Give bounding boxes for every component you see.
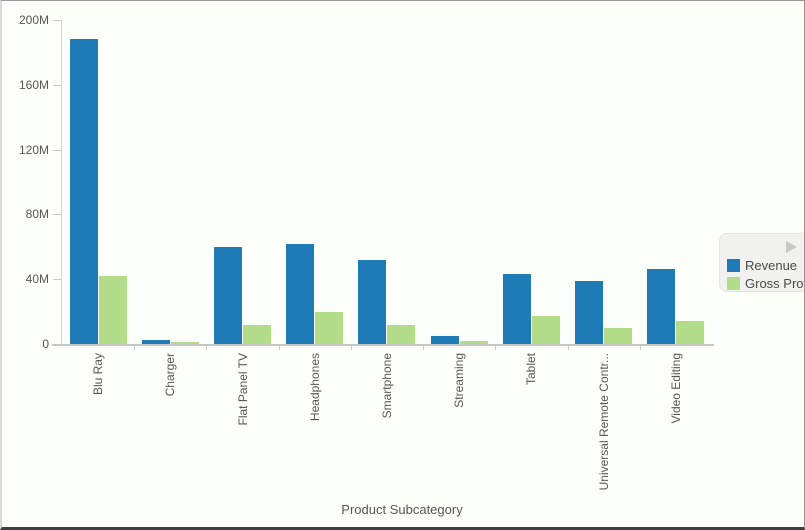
x-axis-tick — [495, 346, 497, 350]
gross-profit-bar[interactable] — [243, 324, 272, 344]
x-axis-label-cell: Universal Remote Contr... — [568, 353, 640, 499]
legend-item-label: Revenue — [745, 258, 798, 273]
x-axis-label: Headphones — [307, 353, 322, 422]
x-axis-label-cell: Blu Ray — [62, 353, 134, 499]
x-axis-label: Universal Remote Contr... — [596, 353, 611, 491]
x-axis-tick — [423, 346, 425, 350]
x-axis-tick — [134, 346, 136, 350]
x-axis-label: Smartphone — [379, 353, 394, 419]
x-axis-label-cell: Flat Panel TV — [206, 353, 278, 499]
legend-swatch — [727, 277, 740, 290]
bar-group — [568, 20, 640, 344]
legend-swatch — [727, 259, 740, 272]
gross-profit-bar[interactable] — [604, 327, 633, 344]
y-axis-tick — [53, 214, 62, 216]
y-axis-label: 40M — [25, 272, 49, 287]
x-axis-tick — [567, 346, 569, 350]
x-axis-label-cell: Smartphone — [351, 353, 423, 499]
revenue-bar[interactable] — [358, 259, 387, 344]
revenue-bar[interactable] — [502, 273, 531, 344]
bar-group — [279, 20, 351, 344]
legend-item-revenue[interactable]: Revenue — [727, 258, 797, 273]
y-axis-label: 80M — [25, 207, 49, 222]
x-axis-label: Blu Ray — [91, 353, 106, 396]
gross-profit-bar[interactable] — [387, 324, 416, 344]
plot-area — [62, 20, 712, 344]
x-axis-label: Video Editing — [668, 353, 683, 424]
revenue-bar[interactable] — [214, 246, 243, 344]
bar-group — [206, 20, 278, 344]
revenue-bar[interactable] — [430, 335, 459, 344]
x-axis-label: Charger — [163, 353, 178, 397]
x-axis-tick — [206, 346, 208, 350]
x-axis-label-cell: Tablet — [495, 353, 567, 499]
gross-profit-bar[interactable] — [170, 342, 199, 344]
gross-profit-bar[interactable] — [459, 340, 488, 344]
bar-group — [62, 20, 134, 344]
x-axis-line — [52, 344, 714, 346]
gross-profit-bar[interactable] — [315, 311, 344, 344]
x-axis-tick — [278, 346, 280, 350]
bar-group — [423, 20, 495, 344]
x-axis-label: Flat Panel TV — [235, 353, 250, 426]
revenue-bar[interactable] — [286, 244, 315, 344]
bar-group — [134, 20, 206, 344]
gross-profit-bar[interactable] — [531, 315, 560, 344]
revenue-bar[interactable] — [69, 39, 98, 344]
y-axis-tick — [53, 149, 62, 151]
x-axis-title: Product Subcategory — [341, 502, 463, 517]
bar-group — [495, 20, 567, 344]
bar-group — [640, 20, 712, 344]
x-axis-label: Tablet — [524, 353, 539, 386]
legend-item-label: Gross Profit — [745, 276, 804, 291]
y-axis-tick — [53, 279, 62, 281]
x-axis-label: Streaming — [452, 353, 467, 408]
revenue-bar[interactable] — [575, 280, 604, 344]
x-axis-label-cell: Video Editing — [640, 353, 712, 499]
x-axis-label-cell: Charger — [134, 353, 206, 499]
legend: Revenue Gross Profit — [719, 233, 804, 292]
gross-profit-bar[interactable] — [98, 275, 127, 344]
revenue-bar[interactable] — [647, 268, 676, 344]
x-axis-label-cell: Headphones — [279, 353, 351, 499]
y-axis-label: 0 — [42, 337, 49, 351]
y-axis-line — [61, 20, 62, 345]
gross-profit-bar[interactable] — [676, 321, 705, 344]
revenue-bar[interactable] — [141, 339, 170, 344]
x-axis-tick — [350, 346, 352, 350]
y-axis-label: 160M — [18, 77, 49, 92]
legend-expand-icon[interactable] — [786, 241, 797, 253]
legend-item-gross-profit[interactable]: Gross Profit — [727, 276, 804, 291]
bar-group — [351, 20, 423, 344]
y-axis-tick — [53, 84, 62, 86]
y-axis-label: 120M — [18, 142, 49, 157]
x-axis-labels: Blu Ray Charger Flat Panel TV Headphones Sma… — [62, 353, 712, 499]
y-axis-label: 200M — [18, 13, 49, 27]
x-axis-tick — [639, 346, 641, 350]
x-axis-label-cell: Streaming — [423, 353, 495, 499]
y-axis-tick — [53, 20, 62, 21]
